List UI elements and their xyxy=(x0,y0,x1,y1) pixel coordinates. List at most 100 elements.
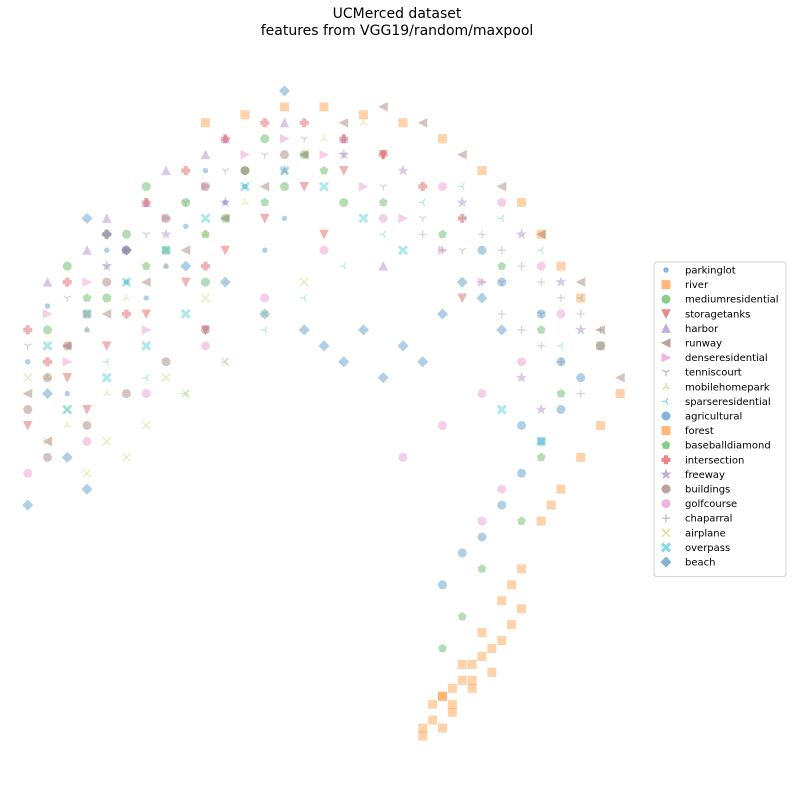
point-storagetanks xyxy=(220,245,231,256)
point-forest xyxy=(457,675,467,685)
point-overpass xyxy=(81,308,93,320)
point-tenniscourt xyxy=(63,295,72,303)
point-river xyxy=(517,564,526,574)
point-beach xyxy=(476,292,488,304)
point-beach xyxy=(377,372,389,384)
point-buildings xyxy=(62,341,72,351)
point-golfcourse xyxy=(497,484,507,494)
point-mediumresidential xyxy=(122,229,131,239)
point-baseballdiamond xyxy=(82,293,92,302)
point-overpass xyxy=(160,245,172,256)
legend-label-river: river xyxy=(685,280,709,291)
point-denseresidential xyxy=(240,149,251,160)
point-freeway xyxy=(219,196,231,208)
point-golfcourse xyxy=(438,182,447,192)
point-harbor xyxy=(141,197,152,207)
point-buildings xyxy=(23,405,33,415)
point-denseresidential xyxy=(398,213,409,224)
point-forest xyxy=(487,643,497,653)
point-airplane xyxy=(299,277,309,287)
point-airplane xyxy=(62,405,72,414)
point-sparseresidential xyxy=(537,246,544,254)
point-agricultural xyxy=(536,436,546,446)
point-storagetanks xyxy=(259,213,270,224)
point-baseballdiamond xyxy=(556,388,566,398)
point-river xyxy=(467,675,477,685)
point-parkinglot xyxy=(281,215,288,222)
legend-marker-agricultural xyxy=(661,411,671,421)
point-beach xyxy=(298,324,310,336)
point-airplane xyxy=(23,373,33,383)
point-runway xyxy=(299,149,309,160)
point-denseresidential xyxy=(43,309,53,319)
point-intersection xyxy=(418,182,428,192)
point-river xyxy=(546,500,556,510)
point-storagetanks xyxy=(82,405,92,415)
point-river xyxy=(497,596,507,606)
point-forest xyxy=(447,699,457,709)
point-mediumresidential xyxy=(299,150,309,160)
point-mediumresidential xyxy=(62,261,72,271)
point-chaparral xyxy=(576,309,585,318)
point-buildings xyxy=(122,389,131,399)
point-agricultural xyxy=(517,468,526,478)
legend-marker-buildings xyxy=(661,484,671,494)
legend-label-runway: runway xyxy=(685,339,722,350)
legend-label-denseresidential: denseresidential xyxy=(685,353,768,364)
legend-marker-harbor xyxy=(661,323,671,333)
point-beach xyxy=(101,228,113,240)
point-river xyxy=(477,628,487,638)
point-parkinglot xyxy=(25,359,31,365)
point-runway xyxy=(378,102,388,112)
point-intersection xyxy=(43,357,52,367)
point-overpass xyxy=(121,277,132,288)
point-intersection xyxy=(220,134,230,144)
point-forest xyxy=(438,723,447,733)
point-intersection xyxy=(260,118,270,128)
point-sparseresidential xyxy=(221,357,228,366)
point-chaparral xyxy=(438,246,447,255)
point-harbor xyxy=(161,165,171,176)
point-parkinglot xyxy=(143,295,149,301)
point-overpass xyxy=(397,245,409,256)
legend-box xyxy=(653,261,787,578)
legend-marker-golfcourse xyxy=(661,499,671,509)
point-denseresidential xyxy=(359,181,369,192)
point-beach xyxy=(259,308,271,320)
point-forest xyxy=(438,691,447,701)
legend-label-harbor: harbor xyxy=(685,324,719,335)
point-river xyxy=(507,580,517,590)
point-river xyxy=(596,420,605,430)
point-runway xyxy=(595,325,605,335)
point-airplane xyxy=(260,309,270,319)
point-intersection xyxy=(102,229,112,239)
point-agricultural xyxy=(517,420,526,430)
point-airplane xyxy=(43,436,52,446)
point-airplane xyxy=(181,389,191,399)
point-runway xyxy=(259,181,270,192)
point-freeway xyxy=(515,371,528,383)
point-sparseresidential xyxy=(418,198,426,207)
point-denseresidential xyxy=(201,181,211,192)
legend-label-parkinglot: parkinglot xyxy=(685,266,736,277)
legend-label-beach: beach xyxy=(685,558,715,569)
point-river xyxy=(517,197,526,207)
point-parkinglot xyxy=(183,223,189,230)
point-mobilehomepark xyxy=(162,262,170,269)
point-tenniscourt xyxy=(497,279,506,287)
point-river xyxy=(576,293,586,303)
point-intersection xyxy=(141,197,151,207)
point-sparseresidential xyxy=(300,294,307,302)
point-baseballdiamond xyxy=(457,612,467,621)
point-river xyxy=(319,102,329,112)
point-buildings xyxy=(43,452,52,462)
legend-marker-parkinglot xyxy=(663,267,669,273)
legend-marker-storagetanks xyxy=(661,309,671,319)
legend-marker-river xyxy=(661,280,671,290)
point-buildings xyxy=(43,373,52,383)
point-mediumresidential xyxy=(240,166,250,176)
point-golfcourse xyxy=(477,516,487,526)
point-river xyxy=(280,102,289,112)
point-freeway xyxy=(515,228,528,240)
legend-label-freeway: freeway xyxy=(685,470,725,481)
